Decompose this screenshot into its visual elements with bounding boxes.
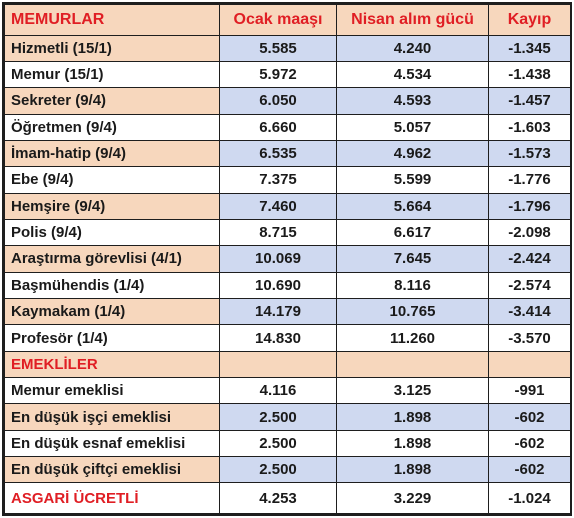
section-empty-cell xyxy=(336,350,489,379)
row-nisan: 6.617 xyxy=(336,218,489,247)
row-ocak: 6.535 xyxy=(219,139,337,168)
header-ocak: Ocak maaşı xyxy=(219,4,337,36)
row-ocak: 8.715 xyxy=(219,218,337,247)
header-memurlar: MEMURLAR xyxy=(4,4,220,36)
table-row: Hizmetli (15/1) 5.585 4.240 -1.345 xyxy=(4,34,571,62)
row-kayip: -2.098 xyxy=(488,218,571,247)
header-nisan: Nisan alım gücü xyxy=(336,4,489,36)
row-nisan: 7.645 xyxy=(336,245,489,273)
table-row: Öğretmen (9/4) 6.660 5.057 -1.603 xyxy=(4,113,571,141)
row-name: En düşük işçi emeklisi xyxy=(4,403,220,431)
row-nisan: 4.534 xyxy=(336,60,489,89)
row-name: Polis (9/4) xyxy=(4,218,220,247)
row-kayip: -1.345 xyxy=(488,34,571,62)
row-ocak: 2.500 xyxy=(219,429,337,458)
row-ocak: 14.179 xyxy=(219,297,337,326)
row-nisan: 3.125 xyxy=(336,377,489,405)
row-nisan: 4.962 xyxy=(336,139,489,168)
row-ocak: 6.660 xyxy=(219,113,337,141)
table-row: Hemşire (9/4) 7.460 5.664 -1.796 xyxy=(4,192,571,220)
row-kayip: -602 xyxy=(488,403,571,431)
table-row: En düşük çiftçi emeklisi 2.500 1.898 -602 xyxy=(4,456,571,484)
row-kayip: -3.570 xyxy=(488,324,571,352)
table-row-asgari: ASGARİ ÜCRETLİ 4.253 3.229 -1.024 xyxy=(4,482,571,514)
row-nisan: 10.765 xyxy=(336,297,489,326)
row-ocak: 4.116 xyxy=(219,377,337,405)
row-kayip: -602 xyxy=(488,456,571,484)
row-nisan: 1.898 xyxy=(336,429,489,458)
table-row: Sekreter (9/4) 6.050 4.593 -1.457 xyxy=(4,87,571,115)
table-row: İmam-hatip (9/4) 6.535 4.962 -1.573 xyxy=(4,139,571,168)
table-row: En düşük işçi emeklisi 2.500 1.898 -602 xyxy=(4,403,571,431)
table-row: Polis (9/4) 8.715 6.617 -2.098 xyxy=(4,218,571,247)
table-row: Memur emeklisi 4.116 3.125 -991 xyxy=(4,377,571,405)
memurlar-rows: Hizmetli (15/1) 5.585 4.240 -1.345 Memur (15… xyxy=(4,34,571,352)
section-empty-cell xyxy=(219,350,337,379)
table-row: Ebe (9/4) 7.375 5.599 -1.776 xyxy=(4,166,571,194)
row-ocak: 4.253 xyxy=(219,482,337,514)
row-nisan: 1.898 xyxy=(336,403,489,431)
row-kayip: -602 xyxy=(488,429,571,458)
row-name: İmam-hatip (9/4) xyxy=(4,139,220,168)
row-kayip: -1.796 xyxy=(488,192,571,220)
row-name: Hemşire (9/4) xyxy=(4,192,220,220)
row-kayip: -2.574 xyxy=(488,271,571,299)
row-ocak: 2.500 xyxy=(219,403,337,431)
row-name: Başmühendis (1/4) xyxy=(4,271,220,299)
table-row: Memur (15/1) 5.972 4.534 -1.438 xyxy=(4,60,571,89)
row-ocak: 6.050 xyxy=(219,87,337,115)
row-kayip: -1.024 xyxy=(488,482,571,514)
row-ocak: 10.069 xyxy=(219,245,337,273)
row-nisan: 5.057 xyxy=(336,113,489,141)
section-title-emekliler: EMEKLİLER xyxy=(4,350,220,379)
row-kayip: -991 xyxy=(488,377,571,405)
table-row: Kaymakam (1/4) 14.179 10.765 -3.414 xyxy=(4,297,571,326)
row-name: Memur emeklisi xyxy=(4,377,220,405)
table-header-row: MEMURLAR Ocak maaşı Nisan alım gücü Kayı… xyxy=(4,4,571,36)
row-name: Sekreter (9/4) xyxy=(4,87,220,115)
section-empty-cell xyxy=(488,350,571,379)
row-nisan: 1.898 xyxy=(336,456,489,484)
row-name: Kaymakam (1/4) xyxy=(4,297,220,326)
header-kayip: Kayıp xyxy=(488,4,571,36)
table-row: Profesör (1/4) 14.830 11.260 -3.570 xyxy=(4,324,571,352)
row-ocak: 14.830 xyxy=(219,324,337,352)
row-name: Araştırma görevlisi (4/1) xyxy=(4,245,220,273)
row-ocak: 5.585 xyxy=(219,34,337,62)
row-kayip: -2.424 xyxy=(488,245,571,273)
emekliler-rows: Memur emeklisi 4.116 3.125 -991 En düşük işç… xyxy=(4,377,571,484)
row-name: Hizmetli (15/1) xyxy=(4,34,220,62)
row-kayip: -1.603 xyxy=(488,113,571,141)
row-name: Memur (15/1) xyxy=(4,60,220,89)
row-nisan: 4.593 xyxy=(336,87,489,115)
row-kayip: -1.457 xyxy=(488,87,571,115)
table-row: Araştırma görevlisi (4/1) 10.069 7.645 -2.4… xyxy=(4,245,571,273)
row-kayip: -1.438 xyxy=(488,60,571,89)
row-nisan: 11.260 xyxy=(336,324,489,352)
row-nisan: 5.599 xyxy=(336,166,489,194)
row-nisan: 3.229 xyxy=(336,482,489,514)
row-nisan: 8.116 xyxy=(336,271,489,299)
row-kayip: -1.573 xyxy=(488,139,571,168)
salary-table: MEMURLAR Ocak maaşı Nisan alım gücü Kayı… xyxy=(4,4,571,514)
row-nisan: 5.664 xyxy=(336,192,489,220)
table-row: En düşük esnaf emeklisi 2.500 1.898 -602 xyxy=(4,429,571,458)
row-name: ASGARİ ÜCRETLİ xyxy=(4,482,220,514)
row-nisan: 4.240 xyxy=(336,34,489,62)
row-kayip: -3.414 xyxy=(488,297,571,326)
row-name: Ebe (9/4) xyxy=(4,166,220,194)
row-ocak: 5.972 xyxy=(219,60,337,89)
section-row-emekliler: EMEKLİLER xyxy=(4,350,571,379)
row-ocak: 2.500 xyxy=(219,456,337,484)
row-name: En düşük esnaf emeklisi xyxy=(4,429,220,458)
row-ocak: 10.690 xyxy=(219,271,337,299)
table-row: Başmühendis (1/4) 10.690 8.116 -2.574 xyxy=(4,271,571,299)
row-ocak: 7.375 xyxy=(219,166,337,194)
row-ocak: 7.460 xyxy=(219,192,337,220)
row-name: Öğretmen (9/4) xyxy=(4,113,220,141)
row-kayip: -1.776 xyxy=(488,166,571,194)
row-name: Profesör (1/4) xyxy=(4,324,220,352)
row-name: En düşük çiftçi emeklisi xyxy=(4,456,220,484)
